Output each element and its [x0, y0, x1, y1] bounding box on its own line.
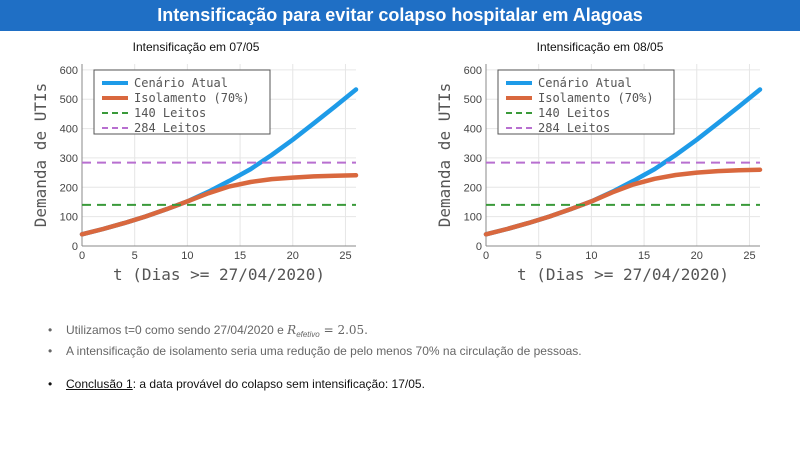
- x-tick-label: 15: [234, 250, 246, 262]
- y-tick-label: 600: [60, 65, 78, 77]
- notes-list: Utilizamos t=0 como sendo 27/04/2020 e R…: [48, 320, 582, 362]
- r-efetivo-value: = 2.05.: [319, 323, 368, 337]
- x-tick-label: 10: [181, 250, 193, 262]
- legend-label-3: 140 Leitos: [134, 106, 206, 120]
- conclusion-label: Conclusão 1: [66, 377, 133, 391]
- legend-box: [497, 69, 675, 135]
- y-tick-label: 300: [464, 153, 482, 165]
- note-1-text: Utilizamos t=0 como sendo 27/04/2020 e: [66, 323, 288, 337]
- r-efetivo-symbol: R: [287, 323, 297, 337]
- y-tick-label: 100: [464, 212, 482, 224]
- y-axis-label: Demanda de UTIs: [31, 83, 50, 228]
- chart-1: 0 100 200 300 400 500 600 0 5 10 15 20 25 Cenário Atu…: [31, 64, 359, 284]
- y-axis-label: Demanda de UTIs: [435, 83, 454, 228]
- legend-label-4: 284 Leitos: [538, 121, 610, 135]
- conclusion: Conclusão 1: a data provável do colapso …: [48, 374, 425, 395]
- x-tick-label: 20: [287, 250, 299, 262]
- note-2: A intensificação de isolamento seria uma…: [48, 341, 582, 362]
- x-tick-label: 25: [743, 250, 755, 262]
- note-1: Utilizamos t=0 como sendo 27/04/2020 e R…: [48, 320, 582, 341]
- x-axis-label: t (Dias >= 27/04/2020): [517, 265, 729, 284]
- x-tick-label: 5: [132, 250, 138, 262]
- chart-1-title: Intensificação em 07/05: [132, 40, 260, 54]
- legend-label-4: 284 Leitos: [134, 121, 206, 135]
- y-tick-label: 0: [476, 241, 482, 253]
- legend-label-2: Isolamento (70%): [538, 91, 654, 105]
- y-tick-label: 400: [464, 124, 482, 136]
- legend-label-1: Cenário Atual: [134, 76, 228, 90]
- x-tick-label: 0: [483, 250, 489, 262]
- x-axis-label: t (Dias >= 27/04/2020): [113, 265, 325, 284]
- chart-2-title: Intensificação em 08/05: [536, 40, 664, 54]
- x-tick-label: 5: [536, 250, 542, 262]
- x-tick-label: 0: [79, 250, 85, 262]
- y-tick-label: 200: [464, 182, 482, 194]
- y-tick-label: 100: [60, 212, 78, 224]
- series-line-2: [483, 167, 763, 237]
- series-line-2: [79, 173, 359, 237]
- conclusion-text: : a data provável do colapso sem intensi…: [132, 377, 425, 391]
- chart-2: 0 100 200 300 400 500 600 0 5 10 15 20 25 Cenário Atu…: [435, 64, 763, 284]
- x-tick-label: 15: [638, 250, 650, 262]
- legend-label-2: Isolamento (70%): [134, 91, 250, 105]
- x-tick-label: 10: [585, 250, 597, 262]
- y-tick-label: 200: [60, 182, 78, 194]
- legend-label-1: Cenário Atual: [538, 76, 632, 90]
- page-title: Intensificação para evitar colapso hospi…: [0, 0, 800, 31]
- x-tick-label: 20: [691, 250, 703, 262]
- y-tick-label: 500: [60, 94, 78, 106]
- r-efetivo-subscript: efetivo: [296, 330, 320, 339]
- legend-label-3: 140 Leitos: [538, 106, 610, 120]
- x-tick-label: 25: [339, 250, 351, 262]
- legend-box: [93, 69, 271, 135]
- y-tick-label: 400: [60, 124, 78, 136]
- y-tick-label: 500: [464, 94, 482, 106]
- y-tick-label: 300: [60, 153, 78, 165]
- y-tick-label: 0: [72, 241, 78, 253]
- y-tick-label: 600: [464, 65, 482, 77]
